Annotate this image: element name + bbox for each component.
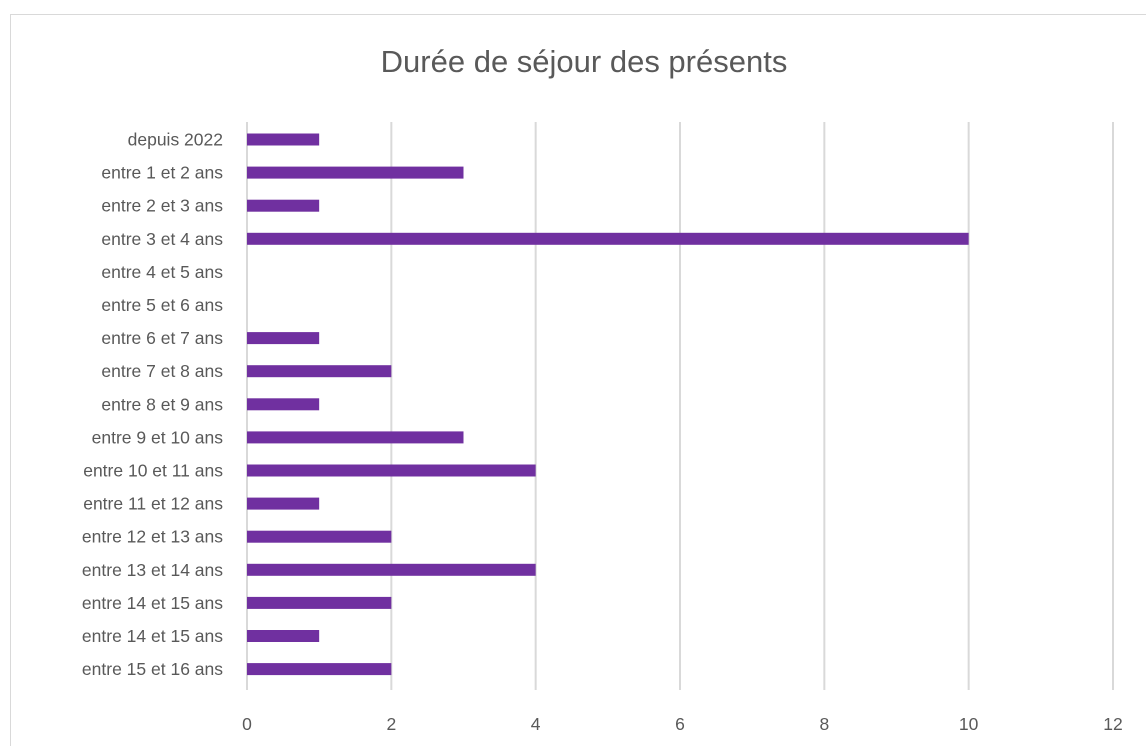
category-label: entre 7 et 8 ans bbox=[101, 361, 223, 381]
category-label: entre 11 et 12 ans bbox=[83, 494, 223, 514]
category-label: entre 1 et 2 ans bbox=[101, 163, 223, 183]
bar bbox=[247, 166, 464, 179]
gridlines bbox=[246, 122, 1114, 690]
x-tick-label: 0 bbox=[242, 714, 252, 734]
category-labels: depuis 2022 entre 1 et 2 ans entre 2 et 3 … bbox=[82, 130, 223, 680]
category-label: entre 6 et 7 ans bbox=[101, 328, 223, 348]
bar bbox=[247, 365, 392, 378]
bar bbox=[247, 431, 464, 444]
bar bbox=[247, 398, 320, 411]
x-tick-label: 4 bbox=[531, 714, 541, 734]
bar bbox=[247, 530, 392, 543]
bar bbox=[247, 563, 536, 576]
bar bbox=[247, 630, 320, 642]
category-label: entre 12 et 13 ans bbox=[82, 527, 223, 547]
bar bbox=[247, 497, 320, 510]
category-label: entre 9 et 10 ans bbox=[92, 427, 224, 447]
bars bbox=[247, 133, 969, 676]
bar bbox=[247, 332, 320, 345]
category-label: entre 14 et 15 ans bbox=[82, 626, 223, 646]
bar bbox=[247, 663, 392, 676]
chart-frame bbox=[10, 14, 1146, 746]
x-tick-label: 2 bbox=[386, 714, 396, 734]
chart-title: Durée de séjour des présents bbox=[380, 44, 788, 79]
category-label: entre 3 et 4 ans bbox=[101, 229, 223, 249]
x-tick-label: 12 bbox=[1103, 714, 1122, 734]
x-tick-labels: 0 2 4 6 8 10 12 bbox=[242, 714, 1123, 734]
category-label: entre 10 et 11 ans bbox=[83, 461, 223, 481]
category-label: entre 14 et 15 ans bbox=[82, 593, 223, 613]
category-label: entre 2 et 3 ans bbox=[101, 196, 223, 216]
category-label: entre 15 et 16 ans bbox=[82, 659, 223, 679]
category-label: entre 5 et 6 ans bbox=[101, 295, 223, 315]
bar bbox=[247, 199, 320, 212]
category-label: entre 13 et 14 ans bbox=[82, 560, 223, 580]
category-label: entre 4 et 5 ans bbox=[101, 262, 223, 282]
bar bbox=[247, 232, 969, 245]
x-tick-label: 6 bbox=[675, 714, 685, 734]
bar bbox=[247, 464, 536, 477]
x-tick-label: 8 bbox=[819, 714, 829, 734]
category-label: depuis 2022 bbox=[128, 130, 223, 150]
x-tick-label: 10 bbox=[959, 714, 979, 734]
category-label: entre 8 et 9 ans bbox=[101, 394, 223, 414]
bar bbox=[247, 133, 320, 146]
bar bbox=[247, 596, 392, 609]
